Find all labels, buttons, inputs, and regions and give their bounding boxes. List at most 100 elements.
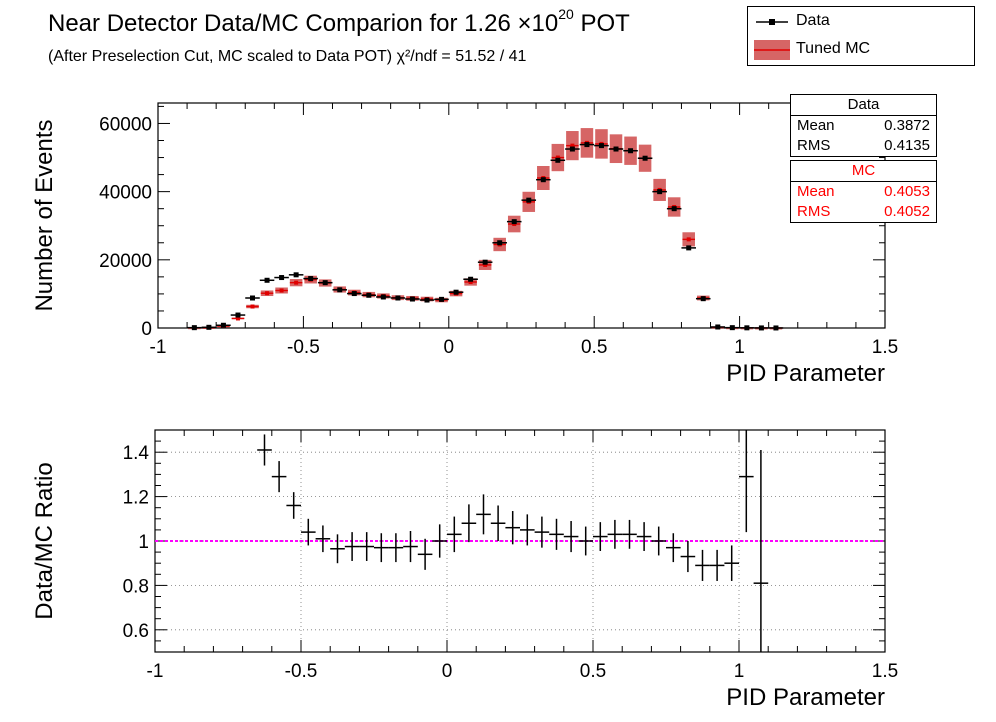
y-tick-label: 0: [141, 319, 152, 340]
x-tick-label: 0.5: [581, 337, 607, 358]
data-point: [220, 322, 226, 328]
stats-data-rms: 0.4135: [884, 137, 930, 154]
data-point: [613, 146, 619, 152]
y-tick-label: 60000: [99, 114, 152, 135]
data-point: [555, 157, 561, 163]
data-point: [293, 272, 299, 278]
data-point: [526, 197, 532, 203]
y-tick-label: 40000: [99, 183, 152, 204]
data-point: [424, 297, 430, 303]
data-point: [598, 143, 604, 149]
stats-data-title: Data: [791, 95, 936, 116]
data-point: [671, 206, 677, 212]
data-point: [540, 177, 546, 183]
legend-label-mc: Tuned MC: [796, 40, 871, 57]
x-tick-label: 0: [444, 337, 455, 358]
y-tick-label: 1.2: [123, 488, 149, 509]
data-point: [439, 296, 445, 302]
data-point: [322, 280, 328, 286]
data-marker-icon: [756, 19, 788, 25]
x-tick-label: -1: [150, 337, 167, 358]
y-tick-label: 1: [138, 532, 149, 553]
y-tick-label: 20000: [99, 251, 152, 272]
data-point: [453, 289, 459, 295]
bottom-plot-area: -1 -0.5 0 0.5 1 1.5 0.6 0.8 1 1.2 1.4 PID Parameter…: [31, 429, 898, 711]
stats-data-mean-label: Mean: [797, 117, 835, 134]
x-tick-label: 1: [734, 661, 745, 682]
data-point: [511, 219, 517, 225]
legend: Data Tuned MC: [747, 6, 975, 66]
data-point: [773, 325, 779, 331]
data-point: [308, 276, 314, 282]
data-point: [468, 276, 474, 282]
stats-data-mean: 0.3872: [884, 117, 930, 134]
stats-mc-rms-label: RMS: [797, 203, 831, 220]
y-tick-label: 1.4: [123, 443, 150, 464]
data-point: [686, 245, 692, 251]
mc-point: [294, 280, 299, 285]
stats-data-rms-label: RMS: [797, 137, 831, 154]
chart-title: Near Detector Data/MC Comparion for 1.26…: [48, 6, 630, 37]
data-point: [497, 240, 503, 246]
mc-point: [686, 237, 691, 242]
x-tick-label: 1.5: [872, 337, 898, 358]
y-tick-label: 0.8: [123, 576, 149, 597]
data-point: [729, 325, 735, 331]
mc-point: [483, 262, 488, 267]
data-point: [482, 259, 488, 265]
legend-entry-mc: Tuned MC: [748, 37, 974, 63]
data-point: [758, 325, 764, 331]
data-point: [380, 294, 386, 300]
mc-band-icon: [754, 40, 790, 60]
mc-point: [555, 155, 560, 160]
stats-mc-mean: 0.4053: [884, 183, 930, 200]
data-point: [584, 142, 590, 148]
data-point: [366, 292, 372, 298]
x-tick-label: 0.5: [580, 661, 606, 682]
x-tick-label: -0.5: [287, 337, 320, 358]
mc-point: [250, 304, 255, 309]
data-point: [628, 148, 634, 154]
data-point: [279, 275, 285, 281]
x-tick-label: -0.5: [285, 661, 318, 682]
data-point: [206, 324, 212, 330]
stats-box-data: Data Mean 0.3872 RMS 0.4135: [790, 94, 937, 157]
data-point: [235, 312, 241, 318]
mc-point: [570, 143, 575, 148]
x-axis-label: PID Parameter: [726, 684, 885, 711]
data-point: [191, 325, 197, 331]
mc-point: [468, 279, 473, 284]
stats-box-mc: MC Mean 0.4053 RMS 0.4052: [790, 160, 937, 223]
data-point: [642, 155, 648, 161]
y-axis-label: Number of Events: [31, 119, 58, 311]
top-plot-area: -1 -0.5 0 0.5 1 1.5 0 20000 40000 60000 PID Parame…: [31, 102, 898, 387]
data-point: [569, 146, 575, 152]
x-tick-label: 1.5: [872, 661, 898, 682]
y-axis-label: Data/MC Ratio: [31, 462, 58, 619]
data-point: [351, 291, 357, 297]
data-point: [657, 189, 663, 195]
x-tick-label: -1: [147, 661, 164, 682]
x-axis-label: PID Parameter: [726, 360, 885, 387]
stats-mc-mean-label: Mean: [797, 183, 835, 200]
y-tick-label: 0.6: [123, 621, 149, 642]
data-point: [700, 296, 706, 302]
data-point: [395, 295, 401, 301]
stats-mc-title: MC: [791, 161, 936, 182]
mc-point: [279, 288, 284, 293]
data-point: [715, 324, 721, 330]
x-tick-label: 0: [442, 661, 453, 682]
data-point: [250, 295, 256, 301]
data-point: [744, 325, 750, 331]
mc-point: [265, 291, 270, 296]
data-point: [409, 296, 415, 302]
data-point: [264, 277, 270, 283]
chart-subtitle: (After Preselection Cut, MC scaled to Da…: [48, 48, 527, 65]
legend-label-data: Data: [796, 12, 830, 29]
x-tick-label: 1: [734, 337, 745, 358]
stats-mc-rms: 0.4052: [884, 203, 930, 220]
legend-entry-data: Data: [748, 9, 974, 35]
data-point: [337, 287, 343, 293]
mc-point: [235, 316, 240, 321]
